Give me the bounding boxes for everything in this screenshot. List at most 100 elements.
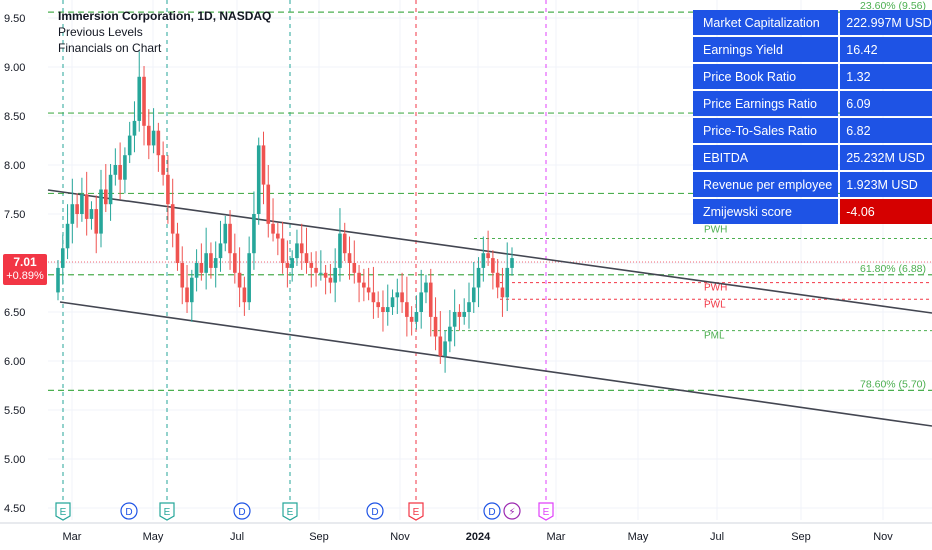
candle-body: [467, 302, 471, 312]
event-marker: ⚡: [503, 502, 521, 520]
candle-body: [271, 223, 275, 234]
candle: [486, 230, 490, 266]
candle: [319, 250, 323, 281]
candle: [400, 272, 404, 313]
candle-body: [103, 189, 108, 205]
candle: [137, 51, 142, 132]
x-tick-label: May: [143, 531, 164, 543]
event-markers: E D E D E D E D ⚡ E: [55, 502, 554, 521]
candle: [156, 122, 161, 172]
candle: [443, 330, 447, 373]
event-marker: D: [483, 502, 501, 520]
financial-value: 16.42: [840, 37, 932, 62]
candle-body: [323, 272, 328, 278]
event-vertical-lines: [62, 0, 547, 500]
candle-body: [438, 336, 443, 357]
candle-body: [395, 292, 400, 298]
event-marker: D: [233, 502, 251, 520]
candle: [127, 121, 132, 164]
candle-body: [505, 267, 510, 298]
candle: [314, 251, 318, 287]
prev-level-label: PML: [704, 331, 725, 342]
candle-body: [223, 223, 228, 244]
y-tick-label: 6.50: [4, 307, 25, 319]
candle: [252, 191, 256, 270]
trend-channel: [47, 189, 932, 427]
candle: [414, 295, 419, 330]
candle-body: [433, 316, 438, 337]
candle-body: [400, 292, 404, 303]
candle-body: [252, 214, 256, 254]
candle: [280, 221, 285, 274]
candle: [170, 178, 175, 248]
candle-body: [295, 243, 299, 259]
candle: [419, 269, 423, 329]
candle: [209, 242, 213, 279]
candle: [247, 236, 251, 311]
candle-body: [428, 282, 433, 317]
candle-body: [65, 223, 70, 249]
financial-row: Price Book Ratio 1.32: [693, 64, 932, 89]
x-tick-label: Sep: [309, 531, 329, 543]
candle-body: [123, 155, 127, 180]
candle-body: [237, 272, 242, 288]
candle-body: [328, 277, 333, 283]
x-axis-labels: Mar May Jul Sep Nov 2024 Mar May Jul Sep Nov: [63, 531, 894, 543]
x-tick-label: Jul: [710, 531, 724, 543]
financial-label: Price Earnings Ratio: [693, 91, 839, 116]
candle-body: [166, 174, 170, 205]
candle-body: [156, 130, 161, 156]
candle: [228, 210, 232, 270]
candle: [256, 137, 261, 225]
candlesticks: [56, 51, 514, 373]
financial-label: Earnings Yield: [693, 37, 839, 62]
candle: [80, 177, 84, 222]
candle: [491, 250, 495, 290]
candle-body: [147, 125, 151, 146]
candle: [481, 236, 486, 282]
candle-body: [127, 135, 132, 156]
financial-row: Earnings Yield 16.42: [693, 37, 932, 62]
event-marker-label: D: [488, 507, 495, 518]
y-tick-label: 5.00: [4, 454, 25, 466]
candle-body: [405, 302, 409, 317]
candle-body: [99, 189, 103, 234]
candle-body: [161, 155, 165, 175]
candle-body: [185, 287, 189, 303]
candle-body: [142, 76, 146, 126]
event-marker: E: [282, 502, 298, 521]
financial-value: 1.923M USD: [840, 172, 932, 197]
candle-body: [276, 233, 280, 239]
candle-body: [266, 184, 271, 224]
candle-body: [75, 204, 79, 214]
candle: [223, 215, 228, 252]
candle-body: [309, 263, 314, 268]
candle: [495, 259, 500, 299]
indicator-previous-levels[interactable]: Previous Levels: [58, 25, 143, 39]
financials-table: Market Capitalization 222.997M USD Earning…: [691, 8, 932, 226]
candle-body: [347, 253, 352, 263]
candle-body: [118, 165, 122, 180]
candle: [457, 304, 462, 331]
y-tick-label: 6.00: [4, 356, 25, 368]
x-tick-label: Mar: [547, 531, 566, 543]
prev-level-label: PWH: [704, 283, 727, 294]
candle: [242, 276, 247, 316]
candle: [510, 247, 514, 276]
candle: [113, 148, 118, 186]
event-marker-bg: [120, 502, 138, 520]
candle-body: [443, 341, 447, 357]
indicator-financials[interactable]: Financials on Chart: [58, 41, 162, 55]
candle-body: [362, 282, 366, 288]
candle-body: [366, 287, 371, 293]
candle-body: [319, 272, 323, 274]
candle: [505, 242, 510, 312]
candle: [151, 108, 156, 154]
candle: [385, 284, 390, 326]
candle-body: [56, 267, 60, 293]
candle: [467, 282, 471, 329]
candle: [323, 264, 328, 295]
candle: [471, 262, 476, 313]
symbol-title[interactable]: Immersion Corporation, 1D, NASDAQ: [58, 9, 272, 23]
